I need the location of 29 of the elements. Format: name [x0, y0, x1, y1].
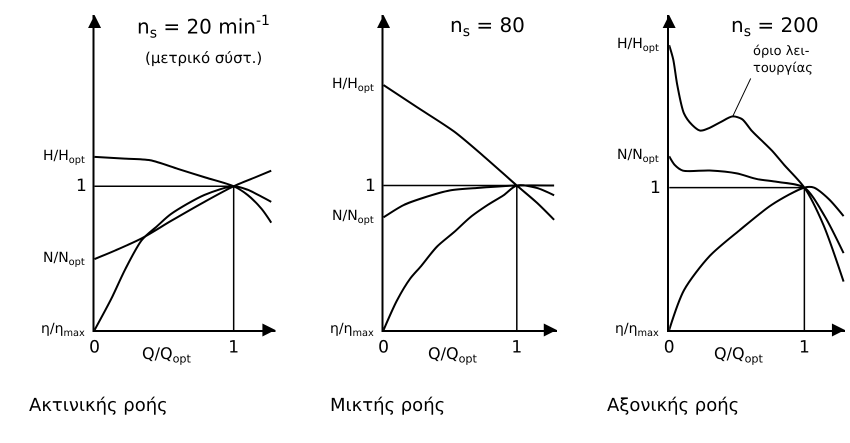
text: Ακτινικής ροής	[29, 395, 168, 416]
x-axis-title: Q/Q$_{opt}$	[428, 344, 478, 366]
x-tick-label: 1	[511, 337, 522, 358]
series-label: H/H$_{opt}$	[617, 36, 659, 54]
series-label: H/H$_{opt}$	[332, 76, 374, 94]
ref-line-label: 1	[76, 176, 87, 196]
x-tick-label: 0	[89, 337, 100, 358]
x-axis-title: Q/Q$_{opt}$	[142, 344, 192, 366]
series-label: N/N$_{opt}$	[43, 250, 85, 268]
x-tick-label: 1	[798, 337, 810, 358]
x-tick-label: 1	[228, 337, 240, 358]
series-label: η/η$_{max}$	[330, 321, 374, 339]
series-label: N/N$_{opt}$	[617, 147, 659, 165]
chart-title: n$_{s}$ = 20 min$^{-1}$	[137, 13, 270, 42]
x-tick-label: 0	[378, 337, 389, 358]
chart-subtitle: (μετρικό σύστ.)	[145, 49, 262, 67]
annotation: όριο λει- τουργίας	[753, 44, 813, 76]
x-tick-label: 0	[664, 337, 675, 358]
ref-line-label: 1	[650, 178, 661, 198]
chart-title: n$_{s}$ = 200	[731, 13, 819, 40]
text: Μικτής ροής	[330, 395, 446, 416]
series-label: H/H$_{opt}$	[43, 148, 85, 166]
ref-line-label: 1	[365, 176, 376, 196]
x-axis-title: Q/Q$_{opt}$	[714, 344, 764, 366]
text: Αξονικής ροής	[607, 395, 740, 416]
series-label: N/N$_{opt}$	[332, 208, 374, 226]
chart-title: n$_{s}$ = 80	[450, 13, 525, 40]
series-label: η/η$_{max}$	[41, 321, 85, 339]
series-label: η/η$_{max}$	[615, 321, 659, 339]
